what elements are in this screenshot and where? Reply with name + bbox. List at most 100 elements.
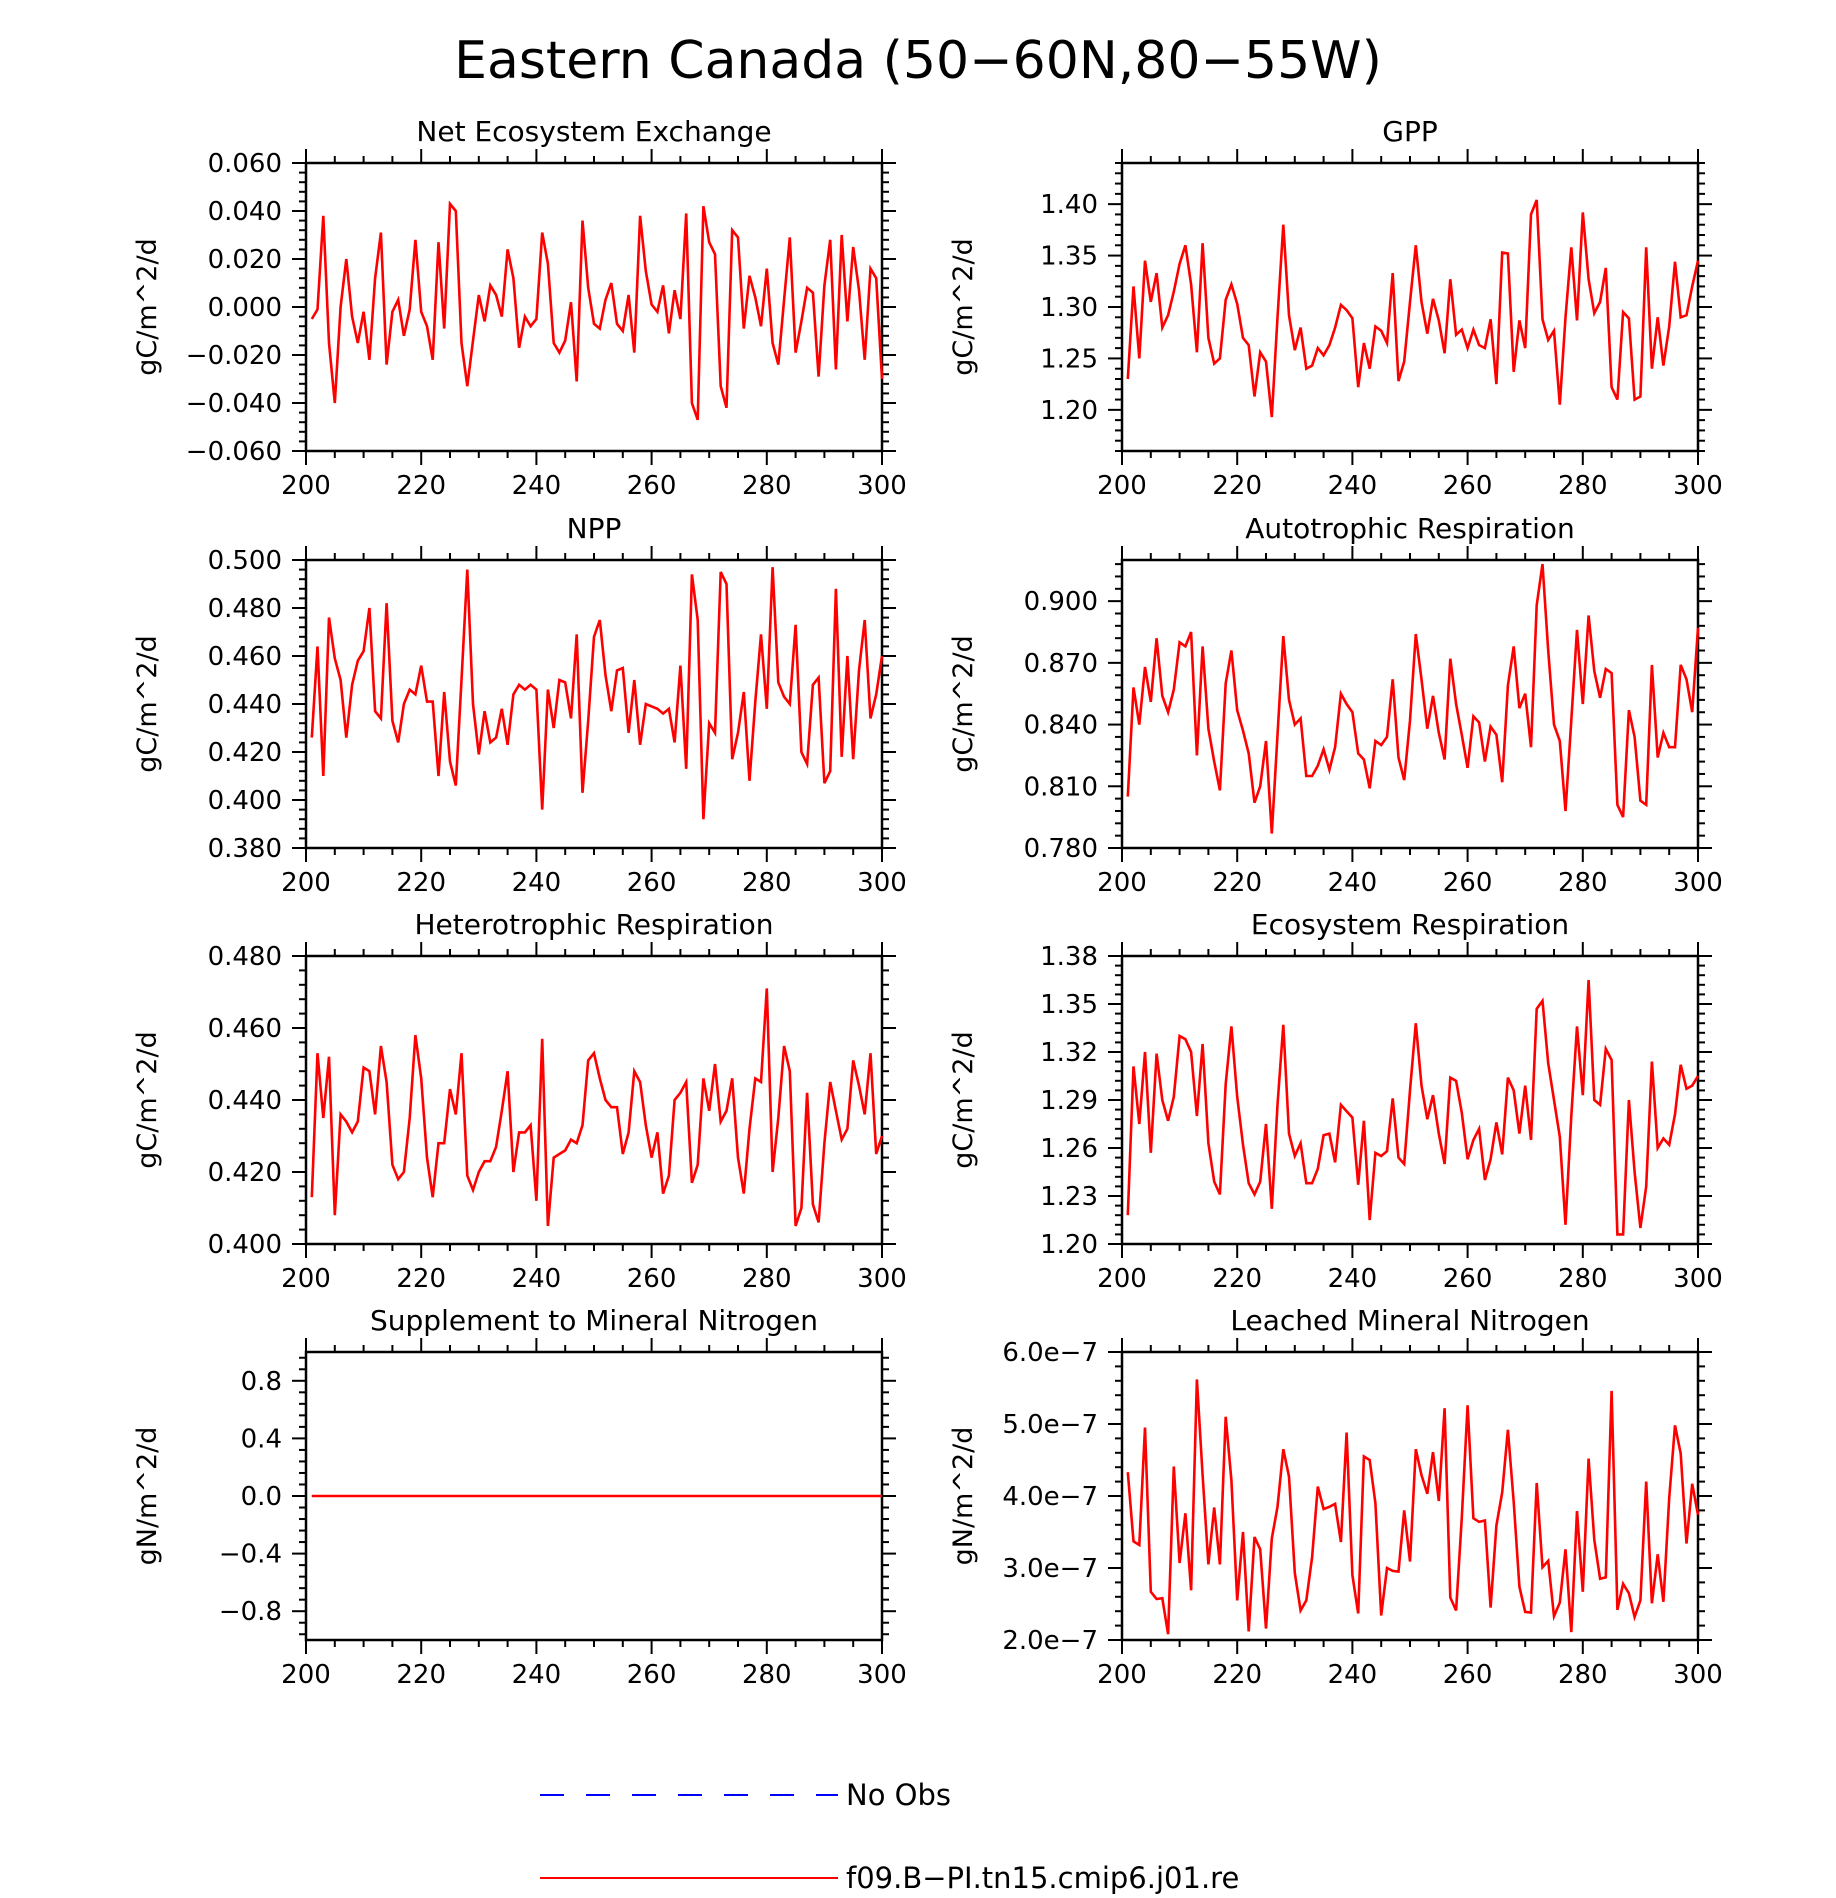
- y-tick-label: 0.780: [1024, 834, 1098, 864]
- x-tick-label: 280: [742, 471, 792, 501]
- y-tick-label: 1.23: [1040, 1182, 1098, 1212]
- x-tick-label: 280: [742, 868, 792, 898]
- x-tick-label: 200: [281, 1660, 331, 1690]
- x-tick-label: 220: [1212, 471, 1262, 501]
- y-tick-label: 0.0: [241, 1482, 282, 1512]
- panel-title: GPP: [1382, 115, 1437, 148]
- x-tick-label: 240: [1328, 1660, 1378, 1690]
- x-tick-label: 300: [1673, 1660, 1723, 1690]
- x-tick-label: 220: [396, 1660, 446, 1690]
- y-tick-label: 0.810: [1024, 772, 1098, 802]
- x-tick-label: 280: [1558, 1264, 1608, 1294]
- y-tick-label: 0.420: [208, 738, 282, 768]
- series-line: [310, 200, 884, 421]
- y-tick-label: 0.040: [208, 197, 282, 227]
- y-tick-label: 0.4: [241, 1424, 282, 1454]
- y-axis-label: gC/m^2/d: [948, 1031, 979, 1168]
- y-tick-label: 1.40: [1040, 190, 1098, 220]
- y-tick-label: 0.460: [208, 642, 282, 672]
- x-tick-label: 240: [512, 1660, 562, 1690]
- y-tick-label: 1.32: [1040, 1038, 1098, 1068]
- legend-label-no-obs: No Obs: [846, 1778, 951, 1812]
- series-line: [310, 567, 884, 820]
- y-tick-label: 0.870: [1024, 649, 1098, 679]
- y-axis-label: gC/m^2/d: [948, 238, 979, 375]
- y-tick-label: 1.29: [1040, 1086, 1098, 1116]
- x-tick-label: 240: [1328, 1264, 1378, 1294]
- y-axis-label: gC/m^2/d: [132, 1031, 163, 1168]
- x-tick-label: 300: [1673, 471, 1723, 501]
- y-axis-label: gN/m^2/d: [948, 1427, 979, 1566]
- y-tick-label: −0.4: [219, 1540, 282, 1570]
- y-tick-label: 0.060: [208, 149, 282, 179]
- y-tick-label: 0.020: [208, 245, 282, 275]
- x-tick-label: 260: [1443, 1264, 1493, 1294]
- y-tick-label: 0.480: [208, 942, 282, 972]
- x-tick-label: 260: [1443, 868, 1493, 898]
- y-tick-label: 5.0e−7: [1002, 1410, 1098, 1440]
- chart-panel-5: Ecosystem Respiration gC/m^2/d 200 220 240 26…: [948, 908, 1723, 1294]
- panel-title: NPP: [567, 512, 622, 545]
- x-tick-label: 280: [1558, 471, 1608, 501]
- y-axis-label: gN/m^2/d: [132, 1427, 163, 1566]
- x-tick-label: 200: [281, 868, 331, 898]
- y-tick-label: 4.0e−7: [1002, 1482, 1098, 1512]
- x-tick-label: 260: [627, 1660, 677, 1690]
- x-tick-label: 240: [1328, 868, 1378, 898]
- y-tick-label: 0.500: [208, 546, 282, 576]
- legend: No Obs f09.B−PI.tn15.cmip6.j01.re: [540, 1778, 1239, 1895]
- x-tick-label: 280: [1558, 1660, 1608, 1690]
- x-tick-label: 280: [1558, 868, 1608, 898]
- y-tick-label: 0.000: [208, 293, 282, 323]
- figure-title: Eastern Canada (50−60N,80−55W): [454, 31, 1382, 91]
- y-tick-label: 0.400: [208, 786, 282, 816]
- y-tick-label: 0.400: [208, 1230, 282, 1260]
- y-tick-label: 0.840: [1024, 711, 1098, 741]
- x-tick-label: 300: [857, 1660, 907, 1690]
- y-tick-label: 2.0e−7: [1002, 1626, 1098, 1656]
- x-tick-label: 220: [396, 471, 446, 501]
- panel-title: Autotrophic Respiration: [1245, 512, 1574, 545]
- chart-panel-3: Autotrophic Respiration gC/m^2/d 200 220 240…: [948, 512, 1723, 898]
- y-tick-label: 0.8: [241, 1367, 282, 1397]
- x-tick-label: 200: [1097, 1264, 1147, 1294]
- chart-panel-6: Supplement to Mineral Nitrogen gN/m^2/d 20…: [132, 1304, 907, 1690]
- legend-label-model: f09.B−PI.tn15.cmip6.j01.re: [846, 1861, 1239, 1895]
- y-tick-label: 1.35: [1040, 242, 1098, 272]
- x-tick-label: 300: [857, 1264, 907, 1294]
- y-tick-label: 3.0e−7: [1002, 1554, 1098, 1584]
- x-tick-label: 260: [627, 1264, 677, 1294]
- x-tick-label: 220: [396, 868, 446, 898]
- x-tick-label: 220: [1212, 868, 1262, 898]
- x-tick-label: 200: [281, 1264, 331, 1294]
- panels: Net Ecosystem Exchange gC/m^2/d 200 220 240 2…: [132, 115, 1723, 1690]
- x-tick-label: 240: [512, 471, 562, 501]
- x-tick-label: 260: [1443, 471, 1493, 501]
- x-tick-label: 240: [512, 868, 562, 898]
- x-tick-label: 300: [1673, 1264, 1723, 1294]
- y-tick-label: 0.380: [208, 834, 282, 864]
- panel-title: Heterotrophic Respiration: [415, 908, 774, 941]
- panel-title: Leached Mineral Nitrogen: [1230, 1304, 1589, 1337]
- y-tick-label: −0.020: [186, 341, 282, 371]
- y-tick-label: −0.8: [219, 1597, 282, 1627]
- y-axis-label: gC/m^2/d: [948, 635, 979, 772]
- y-tick-label: 1.25: [1040, 344, 1098, 374]
- x-tick-label: 200: [1097, 868, 1147, 898]
- x-tick-label: 200: [281, 471, 331, 501]
- x-tick-label: 280: [742, 1264, 792, 1294]
- x-tick-label: 260: [1443, 1660, 1493, 1690]
- y-axis-label: gC/m^2/d: [132, 635, 163, 772]
- chart-panel-7: Leached Mineral Nitrogen gN/m^2/d 200 220 24…: [948, 1304, 1723, 1690]
- x-tick-label: 280: [742, 1660, 792, 1690]
- panel-title: Supplement to Mineral Nitrogen: [370, 1304, 818, 1337]
- panel-title: Net Ecosystem Exchange: [416, 115, 771, 148]
- y-tick-label: 1.26: [1040, 1134, 1098, 1164]
- y-tick-label: 0.460: [208, 1014, 282, 1044]
- y-tick-label: 0.480: [208, 594, 282, 624]
- x-tick-label: 240: [512, 1264, 562, 1294]
- x-tick-label: 200: [1097, 1660, 1147, 1690]
- series-line: [1126, 199, 1700, 418]
- y-tick-label: 1.20: [1040, 396, 1098, 426]
